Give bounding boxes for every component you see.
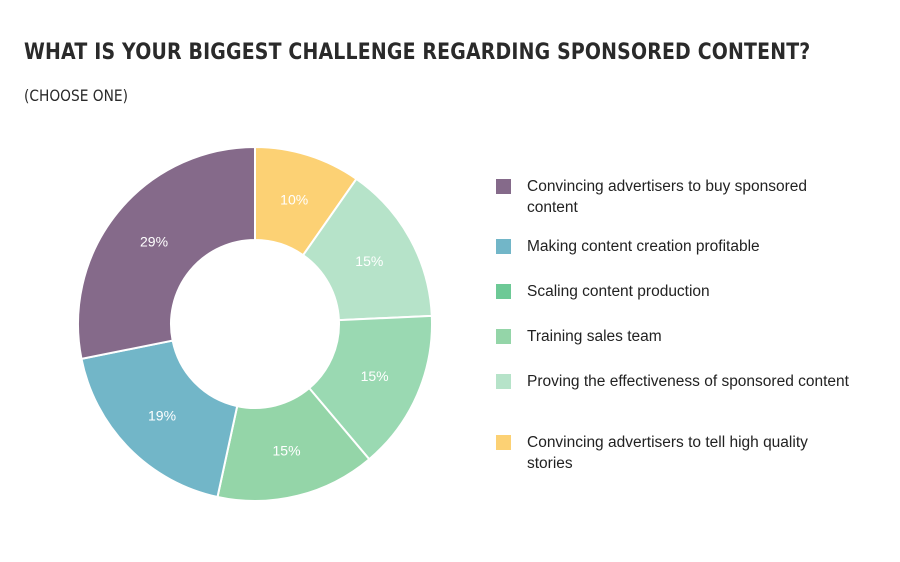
- legend-label: Proving the effectiveness of sponsored c…: [527, 373, 849, 390]
- legend-label: Making content creation profitable: [527, 238, 760, 255]
- slice-value-label: 19%: [148, 408, 176, 424]
- legend-swatch: [496, 239, 511, 254]
- legend-item: Convincing advertisers to tell high qual…: [496, 432, 857, 474]
- legend-item: Training sales team: [496, 326, 857, 347]
- slice-value-label: 29%: [140, 233, 168, 249]
- slice-value-label: 10%: [280, 192, 308, 208]
- donut-slice: [80, 339, 239, 499]
- legend-item: Making content creation profitable: [496, 236, 857, 257]
- chart-title: WHAT IS YOUR BIGGEST CHALLENGE REGARDING…: [24, 40, 811, 65]
- slice-value-label: 15%: [273, 443, 301, 459]
- legend-item: Scaling content production: [496, 281, 857, 302]
- legend-swatch: [496, 435, 511, 450]
- legend-swatch: [496, 179, 511, 194]
- legend-swatch: [496, 284, 511, 299]
- legend-label: Convincing advertisers to buy sponsored …: [527, 178, 808, 216]
- legend-swatch: [496, 374, 511, 389]
- legend-label: Scaling content production: [527, 283, 710, 300]
- legend-item: Convincing advertisers to buy sponsored …: [496, 176, 857, 218]
- slice-value-label: 15%: [355, 253, 383, 269]
- legend-label: Training sales team: [527, 328, 662, 345]
- legend-label: Convincing advertisers to tell high qual…: [527, 434, 808, 472]
- donut-slice: [77, 145, 256, 361]
- legend-swatch: [496, 329, 511, 344]
- chart-subtitle: (CHOOSE ONE): [24, 86, 128, 105]
- slice-value-label: 15%: [361, 368, 389, 384]
- legend-item: Proving the effectiveness of sponsored c…: [496, 371, 857, 392]
